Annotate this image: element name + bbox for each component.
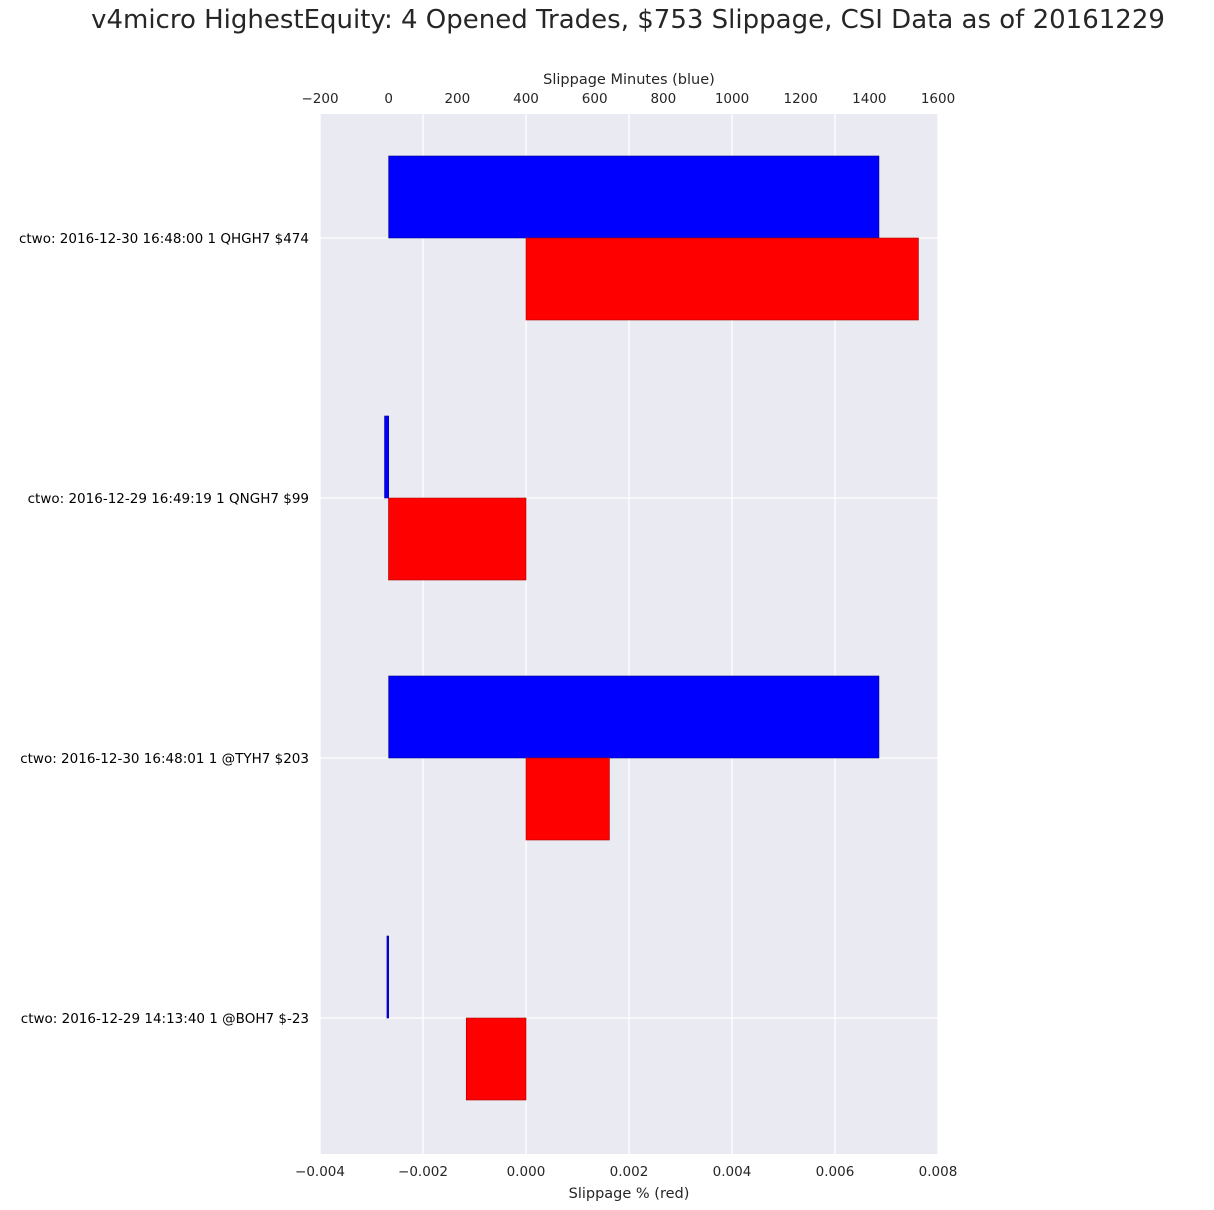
top-tick-label: 0 <box>384 91 393 107</box>
blue-bar-0 <box>388 155 880 239</box>
category-label: ctwo: 2016-12-30 16:48:01 1 @TYH7 $203 <box>20 751 309 767</box>
top-tick-label: 600 <box>582 91 608 107</box>
red-bar-1 <box>388 497 527 581</box>
top-tick-label: 200 <box>444 91 470 107</box>
category-label: ctwo: 2016-12-30 16:48:00 1 QHGH7 $474 <box>19 231 309 247</box>
top-tick-label: 1400 <box>852 91 886 107</box>
bottom-axis-label: Slippage % (red) <box>569 1186 690 1202</box>
red-bar-0 <box>525 237 919 321</box>
bottom-tick-label: 0.008 <box>919 1164 958 1180</box>
chart-title: v4micro HighestEquity: 4 Opened Trades, … <box>91 5 1165 35</box>
bottom-tick-label: 0.006 <box>816 1164 855 1180</box>
bottom-tick-label: −0.004 <box>295 1164 345 1180</box>
bottom-tick-label: 0.004 <box>713 1164 752 1180</box>
blue-bar-2 <box>388 675 880 759</box>
category-labels: ctwo: 2016-12-30 16:48:00 1 QHGH7 $474 ct… <box>19 231 309 1027</box>
top-axis-ticks: −200 0 200 400 600 800 1000 1200 1400 1600 <box>301 91 955 107</box>
top-tick-label: 1000 <box>715 91 749 107</box>
top-tick-label: 400 <box>513 91 539 107</box>
category-label: ctwo: 2016-12-29 14:13:40 1 @BOH7 $-23 <box>21 1011 309 1027</box>
bottom-axis-ticks: −0.004 −0.002 0.000 0.002 0.004 0.006 0.008 <box>295 1164 957 1180</box>
bottom-tick-label: 0.000 <box>507 1164 546 1180</box>
top-tick-label: −200 <box>301 91 338 107</box>
bottom-tick-label: 0.002 <box>610 1164 649 1180</box>
red-bar-3 <box>465 1017 527 1101</box>
top-axis-label: Slippage Minutes (blue) <box>543 72 715 88</box>
top-tick-label: 1600 <box>921 91 955 107</box>
category-label: ctwo: 2016-12-29 16:49:19 1 QNGH7 $99 <box>28 491 309 507</box>
red-bar-2 <box>525 757 610 841</box>
blue-bar-1 <box>384 415 389 499</box>
top-tick-label: 800 <box>650 91 676 107</box>
blue-bar-3 <box>386 935 389 1019</box>
bottom-tick-label: −0.002 <box>398 1164 448 1180</box>
top-tick-label: 1200 <box>783 91 817 107</box>
bars <box>384 155 919 1101</box>
